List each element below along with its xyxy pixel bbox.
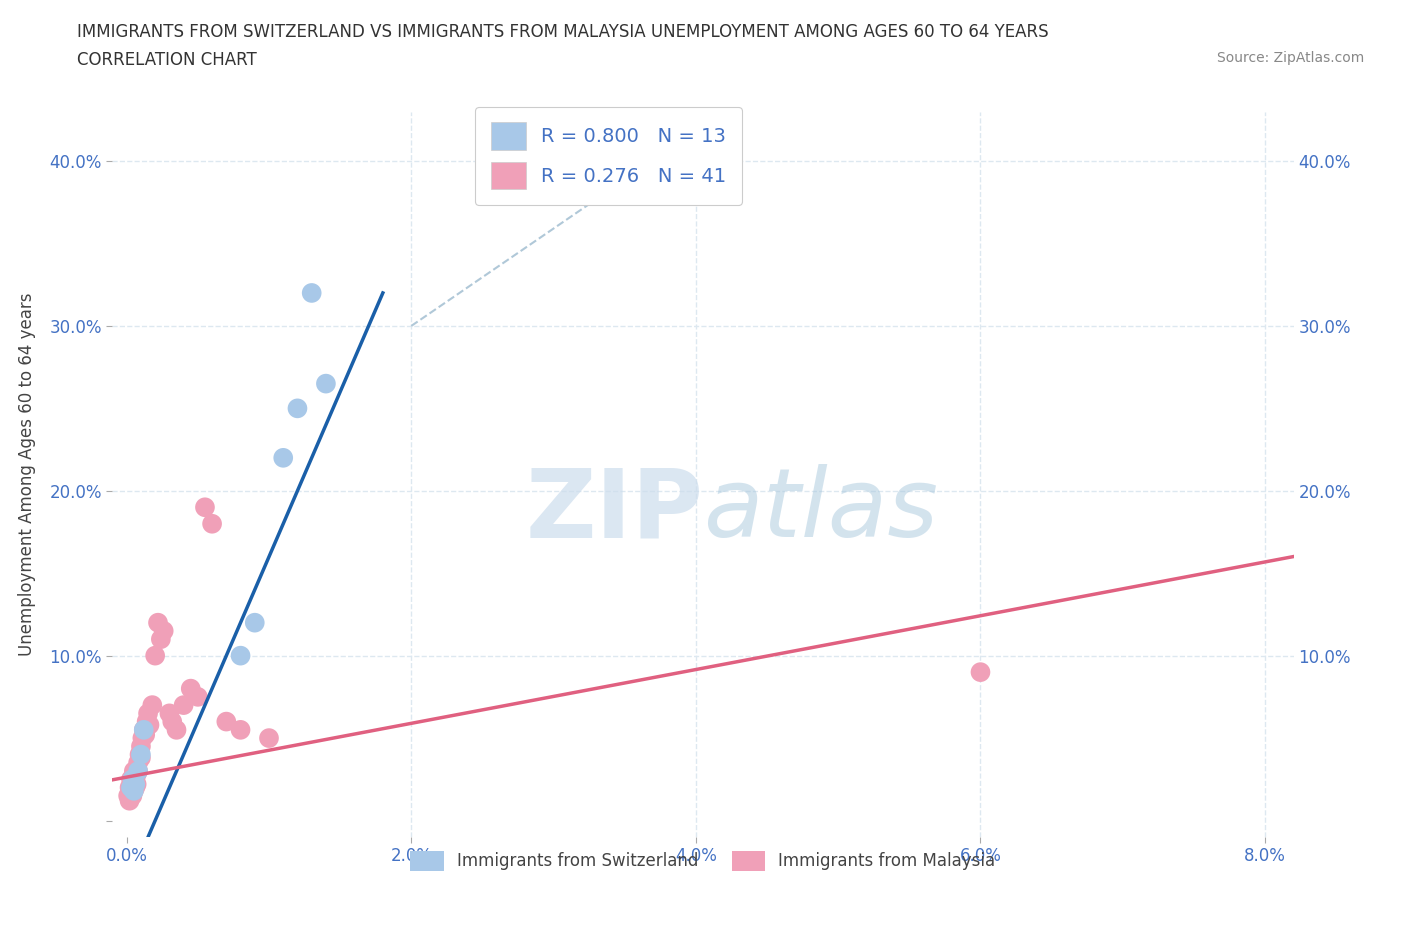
Point bbox=[149, 631, 172, 646]
Point bbox=[122, 783, 145, 798]
Point bbox=[127, 764, 149, 778]
Point bbox=[121, 777, 143, 791]
Point bbox=[124, 777, 146, 791]
Point bbox=[229, 648, 252, 663]
Point bbox=[128, 747, 150, 762]
Point bbox=[121, 772, 143, 787]
Point bbox=[124, 780, 146, 795]
Point bbox=[124, 772, 146, 787]
Point bbox=[173, 698, 195, 712]
Point bbox=[129, 751, 152, 765]
Point bbox=[136, 706, 159, 721]
Point bbox=[287, 401, 309, 416]
Point bbox=[143, 648, 166, 663]
Point bbox=[157, 706, 180, 721]
Point bbox=[120, 783, 142, 798]
Point bbox=[229, 723, 252, 737]
Point bbox=[201, 516, 224, 531]
Point bbox=[131, 731, 153, 746]
Point bbox=[187, 689, 209, 704]
Text: CORRELATION CHART: CORRELATION CHART bbox=[77, 51, 257, 69]
Point bbox=[121, 789, 143, 804]
Point bbox=[127, 764, 149, 778]
Point bbox=[118, 793, 141, 808]
Point bbox=[166, 723, 188, 737]
Point bbox=[141, 698, 163, 712]
Point bbox=[120, 772, 142, 787]
Text: ZIP: ZIP bbox=[524, 464, 703, 557]
Point bbox=[146, 616, 169, 631]
Point bbox=[132, 723, 155, 737]
Point bbox=[243, 616, 266, 631]
Text: Source: ZipAtlas.com: Source: ZipAtlas.com bbox=[1216, 51, 1364, 65]
Point bbox=[257, 731, 280, 746]
Point bbox=[129, 738, 152, 753]
Point bbox=[118, 780, 141, 795]
Point bbox=[969, 665, 991, 680]
Point bbox=[134, 727, 156, 742]
Point bbox=[138, 717, 160, 732]
Point bbox=[122, 764, 145, 778]
Point bbox=[215, 714, 238, 729]
Y-axis label: Unemployment Among Ages 60 to 64 years: Unemployment Among Ages 60 to 64 years bbox=[18, 293, 35, 656]
Point bbox=[135, 714, 157, 729]
Point bbox=[194, 499, 217, 514]
Point bbox=[152, 623, 174, 638]
Text: atlas: atlas bbox=[703, 464, 938, 557]
Point bbox=[315, 376, 337, 391]
Point bbox=[117, 789, 139, 804]
Point bbox=[125, 767, 148, 782]
Point bbox=[129, 747, 152, 762]
Point bbox=[180, 681, 202, 696]
Point bbox=[162, 714, 184, 729]
Point bbox=[120, 780, 142, 795]
Point bbox=[301, 286, 323, 300]
Point bbox=[127, 755, 149, 770]
Point bbox=[122, 783, 145, 798]
Point bbox=[271, 450, 294, 465]
Legend: Immigrants from Switzerland, Immigrants from Malaysia: Immigrants from Switzerland, Immigrants … bbox=[402, 843, 1004, 880]
Point bbox=[125, 777, 148, 791]
Point bbox=[132, 723, 155, 737]
Text: IMMIGRANTS FROM SWITZERLAND VS IMMIGRANTS FROM MALAYSIA UNEMPLOYMENT AMONG AGES : IMMIGRANTS FROM SWITZERLAND VS IMMIGRANT… bbox=[77, 23, 1049, 41]
